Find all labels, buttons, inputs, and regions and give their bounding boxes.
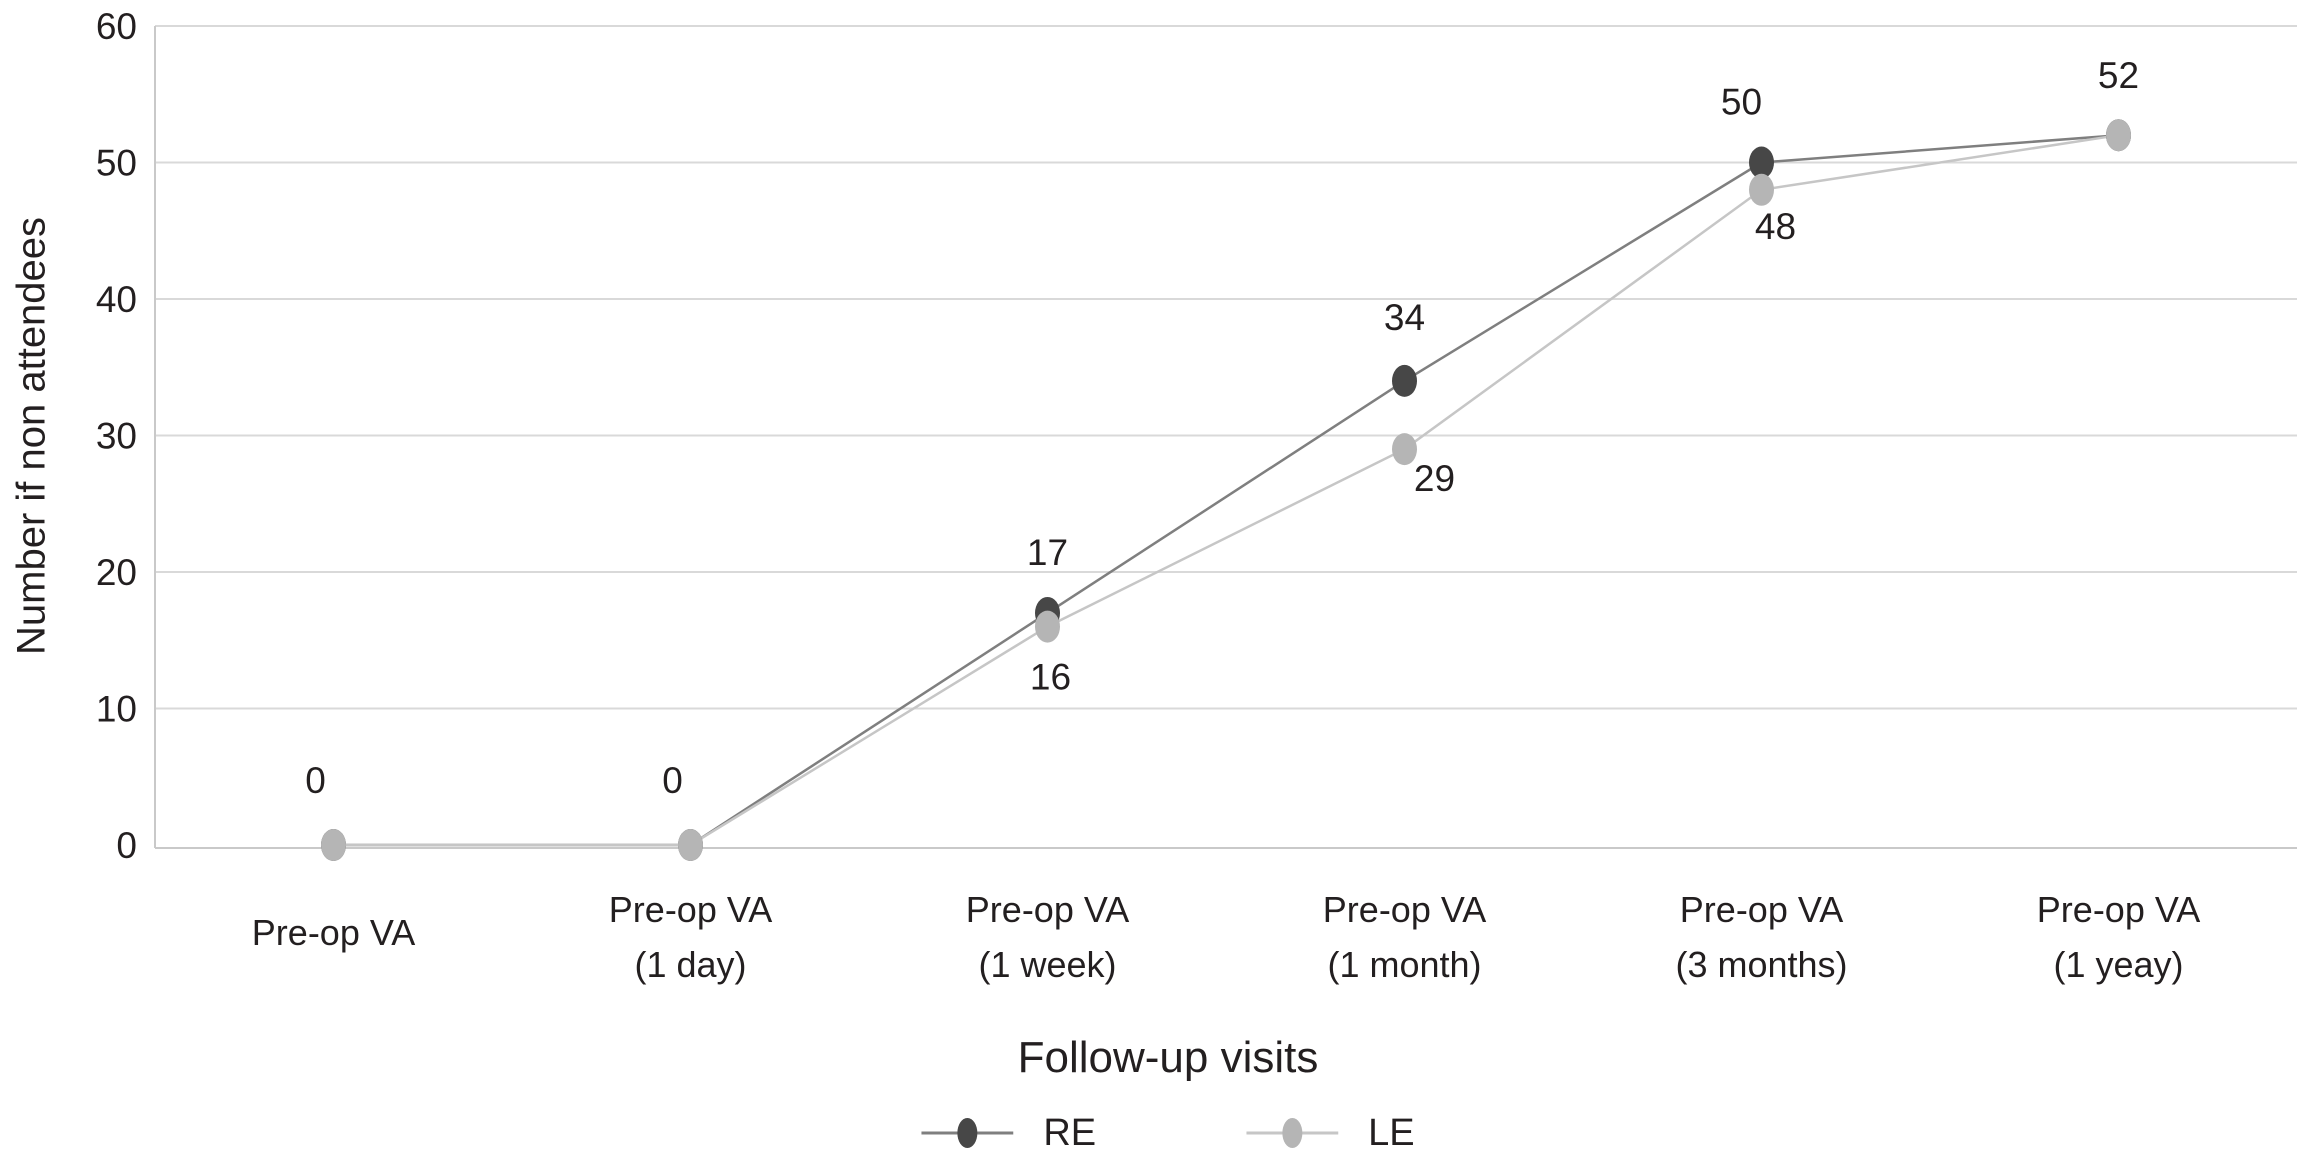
plot-area: 0 10 20 30 40 50 60 Pre-op VA Pre-op VA (1 day) Pr… [96,6,2297,985]
x-category-label: Pre-op VA [609,889,772,930]
x-category-label: Pre-op VA [2037,889,2200,930]
data-point-marker-le [321,829,346,861]
legend-item-le: LE [1246,1110,1415,1156]
data-point-label: 0 [662,760,683,801]
series-line-le [333,133,2119,847]
legend: RE LE [921,1110,1415,1156]
y-tick-label: 30 [96,416,137,457]
x-category-label: Pre-op VA [966,889,1129,930]
legend-label-re: RE [1043,1112,1097,1154]
data-point-label: 17 [1027,532,1068,573]
y-tick-label: 0 [116,825,137,866]
y-tick-label: 20 [96,552,137,593]
x-category-label: (3 months) [1675,944,1847,985]
x-category-label: Pre-op VA [1680,889,1843,930]
y-tick-label: 10 [96,689,137,730]
legend-marker-le [1246,1118,1339,1148]
data-point-label: 50 [1721,82,1762,123]
legend-label-le: LE [1368,1112,1415,1154]
legend-ellipse [957,1118,978,1148]
y-tick-label: 50 [96,143,137,184]
data-point-label: 16 [1030,657,1071,698]
series-line-re [333,133,2119,847]
y-tick-label: 60 [96,6,137,47]
data-point-marker-le [1749,173,1774,206]
x-axis-title: Follow-up visits [1017,1033,1319,1082]
data-point-label: 34 [1384,297,1425,338]
x-category-label: Pre-op VA [252,912,415,953]
legend-marker-re [921,1118,1014,1148]
data-point-marker-le [1035,610,1060,643]
data-point-marker-re [1749,146,1774,179]
data-point-label: 48 [1755,206,1796,247]
x-category-label: Pre-op VA [1323,889,1486,930]
data-point-label: 0 [305,760,326,801]
data-point-marker-le [678,829,703,861]
legend-item-re: RE [921,1110,1096,1156]
data-point-marker-le [2106,119,2131,152]
x-category-label: (1 yeay) [2053,944,2183,985]
data-point-label: 29 [1414,458,1455,499]
legend-ellipse [1282,1118,1303,1148]
x-category-label: (1 week) [978,944,1116,985]
data-point-marker-re [1392,364,1417,397]
y-tick-label: 40 [96,279,137,320]
x-category-label: (1 month) [1327,944,1481,985]
data-point-label: 52 [2098,55,2139,96]
data-point-marker-le [1392,433,1417,466]
x-category-label: (1 day) [634,944,746,985]
